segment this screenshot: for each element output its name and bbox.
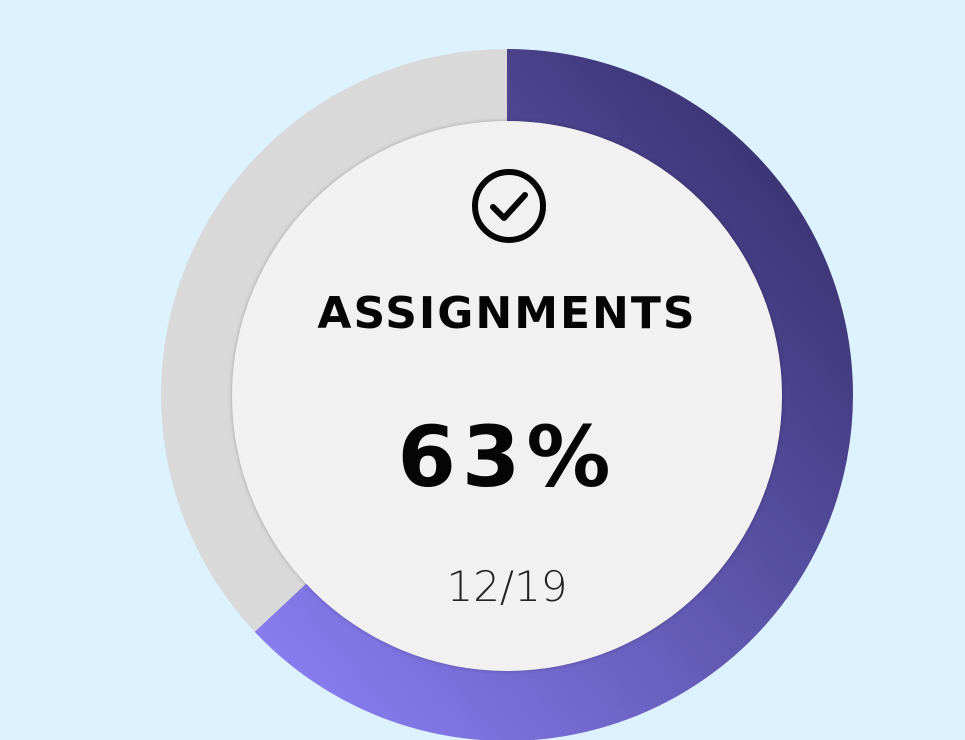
widget-title: ASSIGNMENTS — [317, 288, 697, 339]
progress-arc — [254, 49, 853, 740]
check-circle-icon — [472, 169, 546, 243]
progress-percent: 63% — [397, 408, 617, 506]
progress-ratio: 12/19 — [446, 562, 568, 611]
